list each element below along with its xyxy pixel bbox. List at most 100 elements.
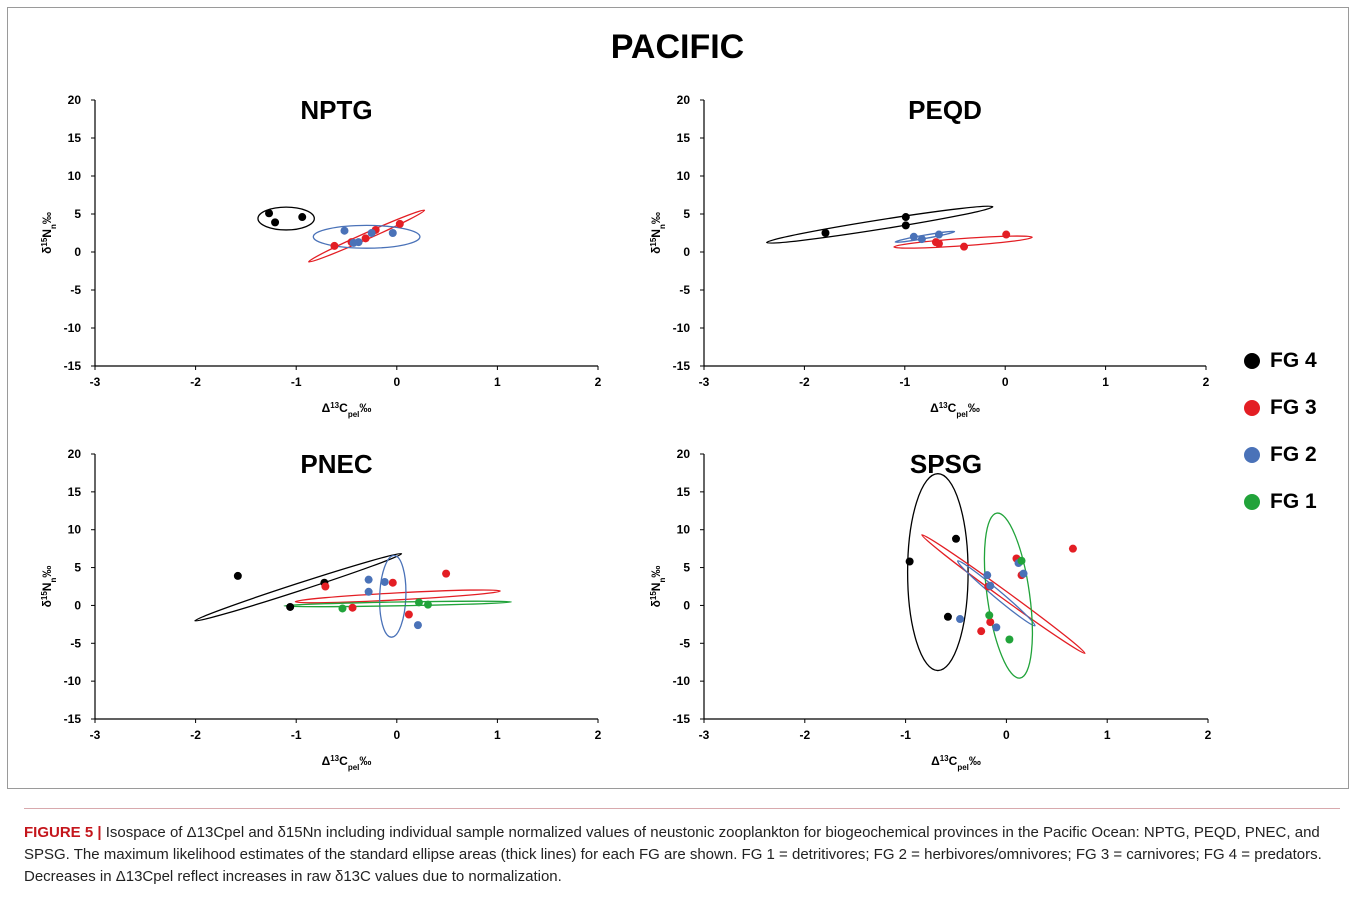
panel-title: SPSG	[910, 449, 982, 479]
y-tick-label: -10	[673, 321, 691, 335]
legend-label-fg1: FG 1	[1270, 489, 1317, 513]
ellipse-fg-4	[194, 552, 403, 622]
x-axis-label: Δ13Cpel‰	[322, 754, 372, 772]
caption-separator: |	[97, 824, 102, 841]
y-tick-label: 20	[677, 93, 691, 107]
ellipse-fg-1	[283, 600, 513, 608]
x-tick-label: 0	[393, 375, 400, 389]
point-fg-1	[338, 604, 347, 613]
ellipse-fg-2	[956, 560, 1036, 627]
point-fg-3	[442, 569, 451, 578]
point-fg-4	[943, 612, 952, 621]
point-fg-3	[330, 241, 339, 250]
y-tick-label: 0	[74, 598, 81, 612]
panel-title: PEQD	[908, 95, 982, 125]
y-tick-label: 10	[677, 169, 691, 183]
x-tick-label: -1	[899, 375, 910, 389]
point-fg-3	[388, 578, 397, 587]
y-tick-label: 20	[68, 447, 82, 461]
x-axis-label: Δ13Cpel‰	[322, 401, 372, 419]
y-tick-label: 15	[677, 485, 691, 499]
y-tick-label: 15	[68, 131, 82, 145]
point-fg-4	[901, 213, 910, 222]
point-fg-2	[909, 232, 918, 241]
y-axis-label: δ15Nn‰	[40, 566, 58, 608]
point-fg-3	[361, 234, 370, 243]
legend-label-fg2: FG 2	[1270, 442, 1317, 466]
point-fg-2	[367, 229, 376, 237]
y-tick-label: -10	[64, 674, 82, 688]
point-fg-4	[286, 602, 295, 611]
legend-item-fg4: FG 4	[1244, 337, 1354, 384]
ellipse-fg-4	[766, 205, 994, 244]
y-tick-label: 5	[683, 561, 690, 575]
y-tick-label: -15	[64, 712, 82, 726]
x-tick-label: -3	[699, 375, 710, 389]
y-tick-label: 20	[68, 93, 82, 107]
point-fg-4	[298, 213, 307, 222]
point-fg-2	[388, 229, 397, 237]
point-fg-1	[423, 600, 432, 609]
point-fg-2	[364, 587, 373, 596]
x-tick-label: -1	[291, 375, 302, 389]
point-fg-2	[986, 581, 995, 590]
legend: FG 4 FG 3 FG 2 FG 1	[1244, 337, 1354, 525]
x-tick-label: -1	[291, 728, 302, 742]
point-fg-2	[380, 577, 389, 586]
legend-swatch-fg1	[1244, 493, 1260, 510]
point-fg-4	[952, 534, 960, 543]
x-tick-label: -2	[799, 375, 810, 389]
y-tick-label: 0	[683, 598, 690, 612]
y-tick-label: -15	[64, 359, 82, 373]
y-tick-label: 15	[677, 131, 691, 145]
x-axis-label: Δ13Cpel‰	[931, 754, 981, 772]
point-fg-3	[977, 627, 986, 636]
point-fg-2	[992, 623, 1001, 632]
y-tick-label: -15	[673, 359, 691, 373]
point-fg-4	[265, 209, 274, 218]
y-tick-label: 10	[68, 169, 82, 183]
legend-swatch-fg4	[1244, 352, 1260, 369]
point-fg-2	[917, 235, 926, 244]
point-fg-1	[1017, 556, 1026, 565]
y-axis-label: δ15Nn‰	[40, 212, 58, 254]
point-fg-3	[986, 618, 995, 627]
point-fg-2	[956, 615, 965, 624]
figure-caption: FIGURE 5 | Isospace of Δ13Cpel and δ15Nn…	[24, 822, 1340, 888]
ellipse-fg-2	[378, 554, 407, 638]
point-fg-3	[1002, 230, 1011, 239]
x-tick-label: -3	[699, 728, 710, 742]
x-tick-label: 2	[595, 375, 602, 389]
panel-title: PNEC	[300, 449, 372, 479]
point-fg-2	[413, 621, 422, 630]
x-tick-label: -2	[190, 728, 201, 742]
x-tick-label: 0	[1003, 728, 1010, 742]
point-fg-2	[354, 238, 363, 247]
x-tick-label: 1	[1102, 375, 1109, 389]
ellipse-fg-2	[312, 224, 421, 249]
point-fg-2	[983, 571, 992, 580]
legend-swatch-fg2	[1244, 446, 1260, 463]
y-tick-label: 10	[677, 523, 691, 537]
x-tick-label: -3	[90, 375, 101, 389]
x-tick-label: 2	[1205, 728, 1212, 742]
point-fg-1	[414, 598, 423, 607]
y-tick-label: -10	[64, 321, 82, 335]
y-tick-label: 0	[683, 245, 690, 259]
x-axis-label: Δ13Cpel‰	[930, 401, 980, 419]
x-tick-label: 0	[1002, 375, 1009, 389]
point-fg-4	[905, 557, 914, 566]
y-tick-label: 5	[74, 207, 81, 221]
point-fg-2	[364, 575, 373, 584]
x-tick-label: -2	[799, 728, 810, 742]
x-tick-label: 1	[1104, 728, 1111, 742]
point-fg-3	[404, 610, 413, 619]
figure-frame	[7, 7, 1349, 789]
point-fg-3	[934, 239, 943, 248]
legend-item-fg2: FG 2	[1244, 431, 1354, 478]
point-fg-4	[901, 221, 910, 230]
point-fg-3	[395, 219, 404, 228]
y-tick-label: -5	[679, 636, 690, 650]
